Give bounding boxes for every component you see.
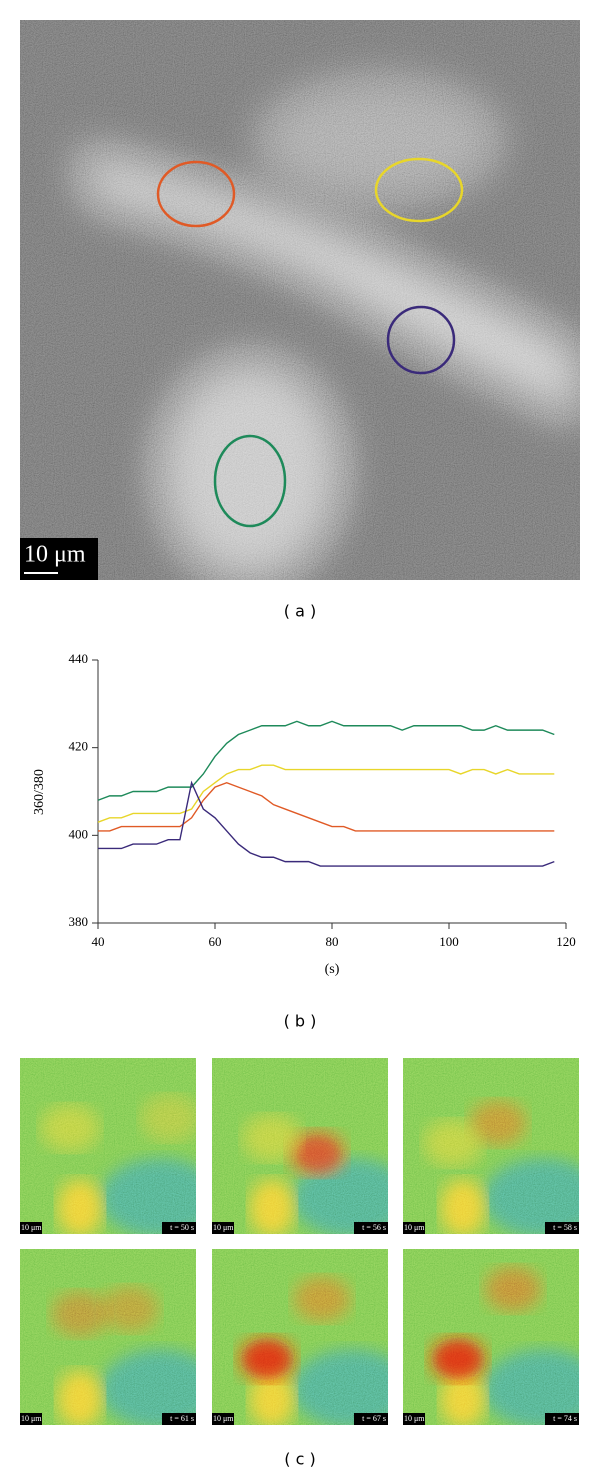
series-line <box>98 781 555 832</box>
thumbnail <box>403 1249 579 1425</box>
time-label: t = 61 s <box>170 1414 194 1423</box>
time-box <box>354 1222 388 1234</box>
chart: 380 400 420 440 40 60 80 100 120 <box>69 651 576 949</box>
scale-bar-label: 10 μm <box>213 1223 234 1232</box>
x-axis-label: (s) <box>325 962 340 977</box>
time-label: t = 74 s <box>553 1414 577 1423</box>
caption: ( a ) <box>284 602 316 621</box>
series-line <box>97 720 555 801</box>
time-box <box>162 1222 196 1234</box>
time-box <box>354 1413 388 1425</box>
thumb-noise <box>20 1058 196 1234</box>
thumbnail <box>20 1249 196 1425</box>
x-tick-label: 120 <box>556 934 576 949</box>
thumbnail <box>20 1058 196 1234</box>
thumbnail <box>212 1249 388 1425</box>
panel-a-image <box>20 20 580 580</box>
time-label: t = 58 s <box>553 1223 577 1232</box>
y-tick-label: 400 <box>69 826 89 841</box>
roi-green <box>213 434 287 528</box>
x-tick-label: 60 <box>209 934 222 949</box>
series-line <box>97 764 555 823</box>
thumb-noise <box>403 1058 579 1234</box>
roi-yellow <box>374 157 464 223</box>
scale-bar-box <box>212 1222 234 1234</box>
thumb-noise <box>20 1249 196 1425</box>
thumb-noise <box>403 1249 579 1425</box>
thumb-noise <box>212 1058 388 1234</box>
time-box <box>545 1222 579 1234</box>
y-tick-label: 380 <box>69 914 89 929</box>
series-line <box>98 780 555 867</box>
time-box <box>545 1413 579 1425</box>
scale-bar-box <box>20 1222 42 1234</box>
scale-bar-label: 10 μm <box>21 1414 42 1423</box>
x-tick-label: 100 <box>439 934 459 949</box>
thumbnail <box>403 1058 579 1234</box>
roi-orange <box>156 160 236 228</box>
y-axis-label: 360/380 <box>32 769 47 815</box>
scale-bar-box <box>20 1413 42 1425</box>
x-tick-label: 80 <box>326 934 339 949</box>
thumbnail <box>212 1058 388 1234</box>
scale-bar-label: 10 μm <box>404 1223 425 1232</box>
scale-bar-box <box>403 1222 425 1234</box>
x-tick-label: 40 <box>92 934 105 949</box>
time-label: t = 67 s <box>362 1414 386 1423</box>
roi-blue <box>386 305 456 375</box>
scale-bar-label: 10 μm <box>404 1414 425 1423</box>
time-label: t = 50 s <box>170 1223 194 1232</box>
scale-bar-box <box>212 1413 234 1425</box>
caption: ( c ) <box>284 1450 315 1469</box>
scale-bar-label: 10 μm <box>21 1223 42 1232</box>
scale-bar-label: 10 μm <box>213 1414 234 1423</box>
time-box <box>162 1413 196 1425</box>
scale-bar-label: 10 μm <box>24 542 86 568</box>
time-label: t = 56 s <box>362 1223 386 1232</box>
caption: ( b ) <box>284 1012 317 1031</box>
y-tick-label: 440 <box>69 651 89 666</box>
y-tick-label: 420 <box>69 739 89 754</box>
scale-bar-box <box>403 1413 425 1425</box>
thumb-noise <box>212 1249 388 1425</box>
panel-c: 10 μm t = 50 s 10 μm t = 56 s 10 μm t = 58 s 1… <box>20 1058 579 1425</box>
